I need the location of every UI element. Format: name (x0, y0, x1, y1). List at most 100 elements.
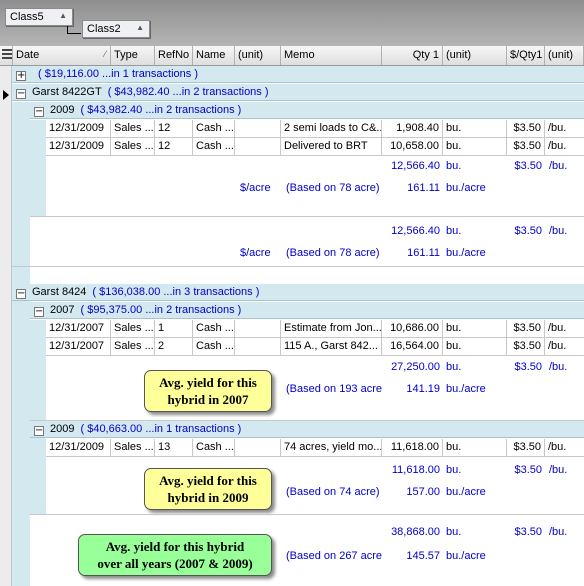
cell-price[interactable]: $3.50 (507, 138, 545, 155)
table-row[interactable]: 12/31/2009 Sales ... 12 Cash ... Deliver… (46, 138, 584, 156)
cell-memo[interactable]: 74 acres, yield mo... (281, 439, 382, 456)
row-indicator-column (0, 66, 12, 586)
cell-date[interactable]: 12/31/2007 (46, 320, 111, 337)
cell-price-unit[interactable]: /bu. (548, 441, 567, 453)
column-header-price[interactable]: $/Qty1 (507, 46, 545, 65)
summary-qty: 12,566.40 (391, 225, 440, 237)
cell-qty[interactable]: 10,686.00 (382, 320, 443, 337)
cell-memo[interactable]: 115 A., Garst 842... (281, 338, 382, 355)
cell-type[interactable]: Sales ... (111, 120, 155, 137)
cell-memo[interactable]: Estimate from Jon... (281, 320, 382, 337)
column-header-memo[interactable]: Memo (281, 46, 382, 65)
column-chooser-button[interactable] (0, 46, 13, 65)
cell-refno[interactable]: 12 (155, 138, 193, 155)
group-indent-band (12, 102, 30, 284)
cell-price-unit[interactable]: /bu. (548, 122, 567, 134)
cell-date[interactable]: 12/31/2009 (46, 439, 111, 456)
group-row-class5[interactable]: + ( $19,116.00 ...in 1 transactions ) (12, 66, 584, 83)
cell-qty-unit[interactable]: bu. (443, 320, 507, 337)
summary-per-value: 157.00 (406, 486, 440, 498)
cell-price[interactable]: $3.50 (507, 338, 545, 355)
cell-qty-unit[interactable]: bu. (443, 338, 507, 355)
summary-qty: 27,250.00 (391, 361, 440, 373)
column-header-price-unit[interactable]: (unit) (545, 46, 584, 65)
callout-line: Avg. yield for this (159, 375, 257, 390)
summary-based-on: (Based on 267 acre (286, 550, 383, 562)
group-row-2009[interactable]: −2009 ( $40,663.00 ...in 1 transactions ) (30, 421, 584, 438)
cell-name[interactable]: Cash ... (193, 338, 235, 355)
collapse-minus-icon[interactable]: − (16, 88, 26, 99)
cell-unit[interactable] (235, 138, 281, 155)
cell-name[interactable]: Cash ... (193, 138, 235, 155)
cell-date[interactable]: 12/31/2009 (46, 120, 111, 137)
cell-unit[interactable] (235, 338, 281, 355)
group-chip-class5[interactable]: Class5 ▲ (5, 8, 73, 26)
cell-qty-unit[interactable]: bu. (443, 439, 507, 456)
cell-qty[interactable]: 11,618.00 (382, 439, 443, 456)
summary-based-on: (Based on 193 acre (286, 383, 383, 395)
cell-qty-unit[interactable]: bu. (443, 138, 507, 155)
cell-date[interactable]: 12/31/2007 (46, 338, 111, 355)
cell-qty-unit[interactable]: bu. (443, 120, 507, 137)
table-row[interactable]: 12/31/2007 Sales ... 2 Cash ... 115 A., … (46, 338, 584, 356)
expand-plus-icon[interactable]: + (16, 70, 26, 81)
sort-ascending-icon: ▲ (136, 23, 144, 32)
cell-price[interactable]: $3.50 (507, 439, 545, 456)
cell-refno[interactable]: 13 (155, 439, 193, 456)
cell-type[interactable]: Sales ... (111, 439, 155, 456)
callout-avg-yield-2009: Avg. yield for this hybrid in 2009 (144, 468, 272, 510)
collapse-minus-icon[interactable]: − (34, 306, 44, 317)
summary-price: $3.50 (514, 160, 542, 172)
cell-price[interactable]: $3.50 (507, 320, 545, 337)
table-row[interactable]: 12/31/2009 Sales ... 13 Cash ... 74 acre… (46, 439, 584, 457)
summary-per-unit: bu./acre (446, 182, 486, 194)
cell-refno[interactable]: 2 (155, 338, 193, 355)
group-chip-class2[interactable]: Class2 ▲ (82, 20, 150, 38)
table-row[interactable]: 12/31/2009 Sales ... 12 Cash ... 2 semi … (46, 120, 584, 138)
group-row-garst-8424[interactable]: − Garst 8424 ( $136,038.00 ...in 3 transac… (12, 284, 584, 301)
cell-qty[interactable]: 1,908.40 (382, 120, 443, 137)
column-chooser-icon (2, 49, 12, 62)
cell-price-unit[interactable]: /bu. (548, 140, 567, 152)
cell-name[interactable]: Cash ... (193, 120, 235, 137)
cell-unit[interactable] (235, 120, 281, 137)
collapse-minus-icon[interactable]: − (34, 106, 44, 117)
column-header-name[interactable]: Name (193, 46, 235, 65)
cell-price-unit[interactable]: /bu. (548, 340, 567, 352)
summary-qty-unit: bu. (446, 361, 462, 373)
cell-type[interactable]: Sales ... (111, 338, 155, 355)
collapse-minus-icon[interactable]: − (16, 288, 26, 299)
cell-price-unit[interactable]: /bu. (548, 322, 567, 334)
cell-unit[interactable] (235, 320, 281, 337)
cell-type[interactable]: Sales ... (111, 138, 155, 155)
cell-memo[interactable]: Delivered to BRT (281, 138, 382, 155)
column-header-date[interactable]: Date ⁄ (13, 46, 111, 65)
summary-per-label: $/acre (240, 247, 271, 259)
collapse-minus-icon[interactable]: − (34, 425, 44, 436)
group-indent-band (12, 301, 30, 586)
group-title: Garst 8422GT (32, 86, 102, 98)
cell-refno[interactable]: 12 (155, 120, 193, 137)
group-row-garst-8422gt[interactable]: − Garst 8422GT ( $43,982.40 ...in 2 transa… (12, 84, 584, 101)
subgroup-indent-band (30, 438, 46, 514)
column-header-type[interactable]: Type (111, 46, 155, 65)
cell-type[interactable]: Sales ... (111, 320, 155, 337)
callout-line: hybrid in 2007 (167, 392, 249, 407)
group-title: 2007 (50, 304, 75, 316)
group-row-2007[interactable]: −2007 ( $95,375.00 ...in 2 transactions ) (30, 302, 584, 319)
cell-memo[interactable]: 2 semi loads to C&... (281, 120, 382, 137)
cell-price[interactable]: $3.50 (507, 120, 545, 137)
cell-name[interactable]: Cash ... (193, 320, 235, 337)
group-row-2009[interactable]: −2009 ( $43,982.40 ...in 2 transactions ) (30, 102, 584, 119)
cell-qty[interactable]: 10,658.00 (382, 138, 443, 155)
column-header-qty-unit[interactable]: (unit) (443, 46, 507, 65)
cell-qty[interactable]: 16,564.00 (382, 338, 443, 355)
column-header-unit[interactable]: (unit) (235, 46, 281, 65)
cell-name[interactable]: Cash ... (193, 439, 235, 456)
table-row[interactable]: 12/31/2007 Sales ... 1 Cash ... Estimate… (46, 320, 584, 338)
cell-refno[interactable]: 1 (155, 320, 193, 337)
column-header-refno[interactable]: RefNo (155, 46, 193, 65)
column-header-qty1[interactable]: Qty 1 (382, 46, 443, 65)
cell-unit[interactable] (235, 439, 281, 456)
cell-date[interactable]: 12/31/2009 (46, 138, 111, 155)
